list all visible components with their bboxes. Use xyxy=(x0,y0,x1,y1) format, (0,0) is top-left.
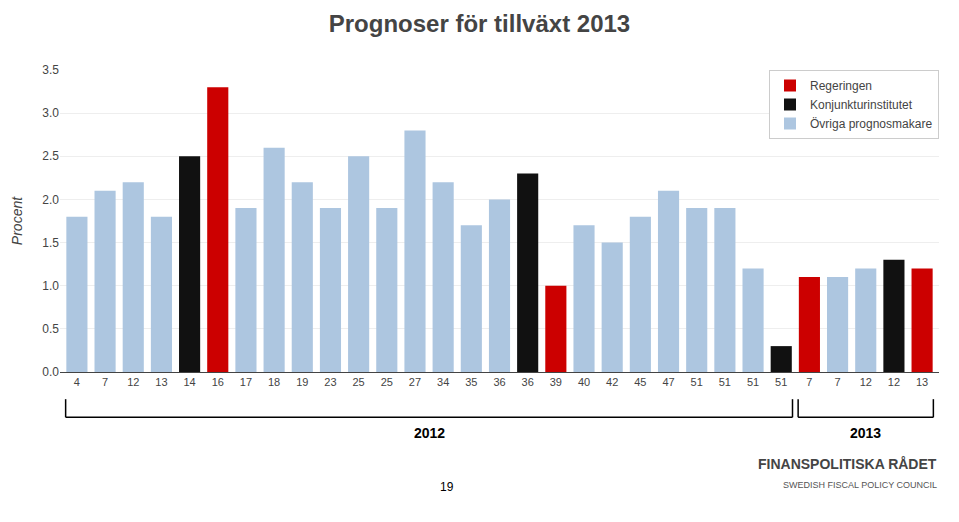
svg-text:19: 19 xyxy=(440,480,454,494)
svg-text:25: 25 xyxy=(353,376,365,388)
svg-text:42: 42 xyxy=(606,376,618,388)
svg-text:27: 27 xyxy=(409,376,421,388)
svg-text:13: 13 xyxy=(916,376,928,388)
svg-text:36: 36 xyxy=(493,376,505,388)
svg-text:19: 19 xyxy=(296,376,308,388)
svg-text:7: 7 xyxy=(835,376,841,388)
svg-text:12: 12 xyxy=(860,376,872,388)
svg-text:51: 51 xyxy=(691,376,703,388)
svg-text:Procent: Procent xyxy=(9,196,25,245)
svg-text:17: 17 xyxy=(240,376,252,388)
svg-text:Regeringen: Regeringen xyxy=(810,79,872,93)
svg-text:25: 25 xyxy=(381,376,393,388)
svg-text:47: 47 xyxy=(662,376,674,388)
svg-text:14: 14 xyxy=(183,376,195,388)
svg-text:2.0: 2.0 xyxy=(42,193,59,207)
svg-text:35: 35 xyxy=(465,376,477,388)
svg-text:Konjunkturinstitutet: Konjunkturinstitutet xyxy=(810,98,913,112)
svg-text:3.5: 3.5 xyxy=(42,63,59,77)
svg-text:2.5: 2.5 xyxy=(42,149,59,163)
svg-text:36: 36 xyxy=(522,376,534,388)
svg-text:0.0: 0.0 xyxy=(42,365,59,379)
svg-text:FINANSPOLITISKA RÅDET: FINANSPOLITISKA RÅDET xyxy=(758,456,937,472)
svg-text:51: 51 xyxy=(775,376,787,388)
svg-text:3.0: 3.0 xyxy=(42,106,59,120)
svg-text:7: 7 xyxy=(102,376,108,388)
svg-text:40: 40 xyxy=(578,376,590,388)
svg-text:1.0: 1.0 xyxy=(42,279,59,293)
svg-text:7: 7 xyxy=(806,376,812,388)
svg-text:12: 12 xyxy=(888,376,900,388)
svg-text:1.5: 1.5 xyxy=(42,236,59,250)
svg-text:12: 12 xyxy=(127,376,139,388)
svg-text:39: 39 xyxy=(550,376,562,388)
svg-text:Övriga prognosmakare: Övriga prognosmakare xyxy=(810,117,932,131)
svg-text:2013: 2013 xyxy=(850,425,881,441)
svg-text:2012: 2012 xyxy=(414,425,445,441)
svg-text:34: 34 xyxy=(437,376,449,388)
svg-text:13: 13 xyxy=(155,376,167,388)
svg-text:4: 4 xyxy=(74,376,80,388)
svg-text:51: 51 xyxy=(747,376,759,388)
svg-text:23: 23 xyxy=(324,376,336,388)
svg-text:SWEDISH FISCAL POLICY COUNCIL: SWEDISH FISCAL POLICY COUNCIL xyxy=(783,480,937,490)
svg-text:45: 45 xyxy=(634,376,646,388)
svg-text:Prognoser för tillväxt 2013: Prognoser för tillväxt 2013 xyxy=(329,10,630,37)
svg-text:51: 51 xyxy=(719,376,731,388)
svg-text:0.5: 0.5 xyxy=(42,322,59,336)
svg-text:18: 18 xyxy=(268,376,280,388)
svg-text:16: 16 xyxy=(212,376,224,388)
